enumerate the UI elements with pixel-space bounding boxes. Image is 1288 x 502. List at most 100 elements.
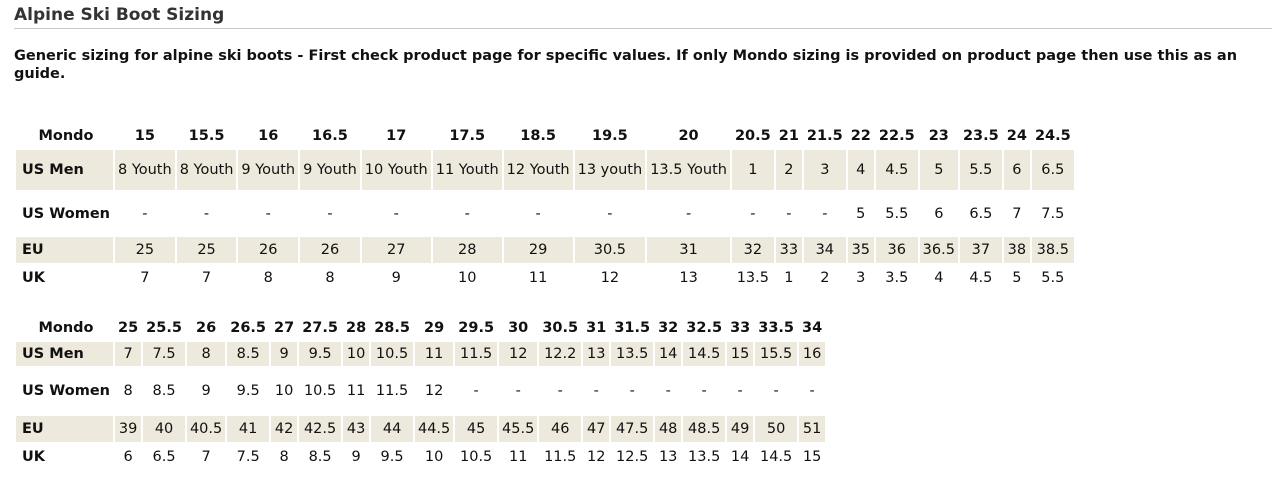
table-cell: 7.5: [143, 342, 185, 366]
table-row: US Women 8 8.5 9 9.5 10 10.5 11 11.5 12 - - - - - - - - - -: [16, 368, 825, 414]
table-row: UK 7 7 8 8 9 10 11 12 13 13.5 1 2 3 3.5 4 4.5 5 5.5: [16, 265, 1074, 291]
table-cell: 49: [727, 416, 754, 442]
table-cell: 6: [1003, 150, 1030, 190]
table-cell: 38: [1003, 237, 1030, 263]
table-cell: 35: [847, 237, 874, 263]
table-cell: 28: [432, 237, 502, 263]
table-cell: 34: [803, 237, 846, 263]
table-cell: 14: [655, 342, 682, 366]
sizing-table-small: Mondo 15 15.5 16 16.5 17 17.5 18.5 19.5 20 20.5 21 2…: [14, 122, 1076, 293]
table-cell: 21.5: [806, 128, 843, 144]
table-cell: 11: [346, 383, 366, 399]
table-cell: 24: [1006, 128, 1027, 144]
table-cell: 8: [279, 449, 289, 465]
table-cell: 6: [123, 449, 133, 465]
table-cell: 10: [424, 449, 444, 465]
table-cell: 25: [114, 237, 175, 263]
table-cell: -: [773, 383, 779, 399]
table-cell: -: [557, 383, 563, 399]
table-cell: 6.5: [969, 205, 993, 222]
table-cell: 12.2: [539, 342, 582, 366]
table-row: EU 25 25 26 26 27 28 29 30.5 31 32 33 34 35 36 36.5 37 38…: [16, 237, 1074, 263]
row-label: Mondo: [38, 320, 94, 336]
table-cell: 26: [300, 237, 360, 263]
table-cell: 12.5: [616, 449, 649, 465]
table-cell: 17: [386, 128, 407, 144]
table-cell: 16: [258, 128, 279, 144]
table-cell: 30.5: [542, 320, 579, 336]
table-cell: 31: [586, 320, 607, 336]
row-label: US Men: [16, 342, 113, 366]
table-cell: 15: [134, 128, 155, 144]
table-cell: 13.5: [688, 449, 721, 465]
table-cell: 24.5: [1034, 128, 1071, 144]
table-cell: 5: [919, 150, 958, 190]
table-row: Mondo 15 15.5 16 16.5 17 17.5 18.5 19.5 20 20.5 21 2…: [16, 124, 1074, 148]
table-cell: 5.5: [885, 205, 909, 222]
table-cell: 15: [802, 449, 822, 465]
table-cell: 47.5: [611, 416, 654, 442]
table-cell: 4: [934, 270, 944, 286]
table-cell: 3: [856, 270, 866, 286]
table-cell: 10 Youth: [361, 150, 431, 190]
table-cell: 7: [201, 449, 211, 465]
table-cell: 1: [731, 150, 774, 190]
table-row: UK 6 6.5 7 7.5 8 8.5 9 9.5 10 10.5 11 11.5 12 12.5 13 13…: [16, 444, 825, 470]
table-cell: -: [701, 383, 707, 399]
table-cell: 6.5: [152, 449, 176, 465]
table-cell: -: [593, 383, 599, 399]
table-cell: 9: [201, 383, 211, 399]
table-cell: 33.5: [758, 320, 795, 336]
table-cell: 11 Youth: [432, 150, 502, 190]
table-cell: 22.5: [878, 128, 915, 144]
row-label: US Women: [22, 205, 110, 222]
row-label: EU: [16, 237, 113, 263]
table-cell: 8: [325, 270, 335, 286]
table-cell: 11.5: [544, 449, 577, 465]
table-cell: -: [737, 383, 743, 399]
table-cell: 46: [539, 416, 582, 442]
table-cell: 33: [730, 320, 751, 336]
table-cell: -: [464, 205, 470, 222]
table-cell: 4.5: [969, 270, 993, 286]
table-cell: -: [265, 205, 271, 222]
table-cell: 45.5: [499, 416, 538, 442]
table-cell: 10: [274, 383, 294, 399]
table-cell: 31: [647, 237, 730, 263]
table-cell: 14.5: [759, 449, 793, 465]
table-cell: 4: [847, 150, 874, 190]
table-cell: 9 Youth: [238, 150, 299, 190]
table-cell: 7: [140, 270, 150, 286]
table-cell: -: [822, 205, 828, 222]
table-cell: 30.5: [574, 237, 646, 263]
table-cell: 9.5: [380, 449, 404, 465]
table-cell: 7.5: [236, 449, 260, 465]
table-cell: 17.5: [449, 128, 486, 144]
table-cell: 39: [114, 416, 142, 442]
table-cell: 32.5: [686, 320, 723, 336]
table-cell: -: [750, 205, 756, 222]
table-cell: 25.5: [146, 320, 182, 336]
table-cell: 23: [928, 128, 949, 144]
table-cell: 12: [600, 270, 620, 286]
table-cell: 51: [799, 416, 826, 442]
table-cell: 29: [503, 237, 573, 263]
table-cell: -: [685, 205, 692, 222]
table-cell: 34: [802, 320, 823, 336]
table-cell: 19.5: [592, 128, 628, 144]
table-cell: 7: [1012, 205, 1022, 222]
table-cell: 16: [799, 342, 826, 366]
table-cell: 30: [508, 320, 529, 336]
table-cell: 11: [528, 270, 548, 286]
table-cell: 3: [803, 150, 846, 190]
table-cell: 11.5: [375, 383, 409, 399]
table-cell: 47: [583, 416, 610, 442]
table-cell: 2: [775, 150, 802, 190]
table-row: EU 39 40 40.5 41 42 42.5 43 44 44.5 45 45.5 46 47 47.5…: [16, 416, 826, 442]
table-cell: 12: [424, 383, 444, 399]
table-cell: 18.5: [520, 128, 557, 144]
table-cell: 22: [850, 128, 871, 144]
table-cell: 10.5: [371, 342, 413, 366]
table-cell: 44: [371, 416, 413, 442]
table-cell: 44.5: [414, 416, 454, 442]
